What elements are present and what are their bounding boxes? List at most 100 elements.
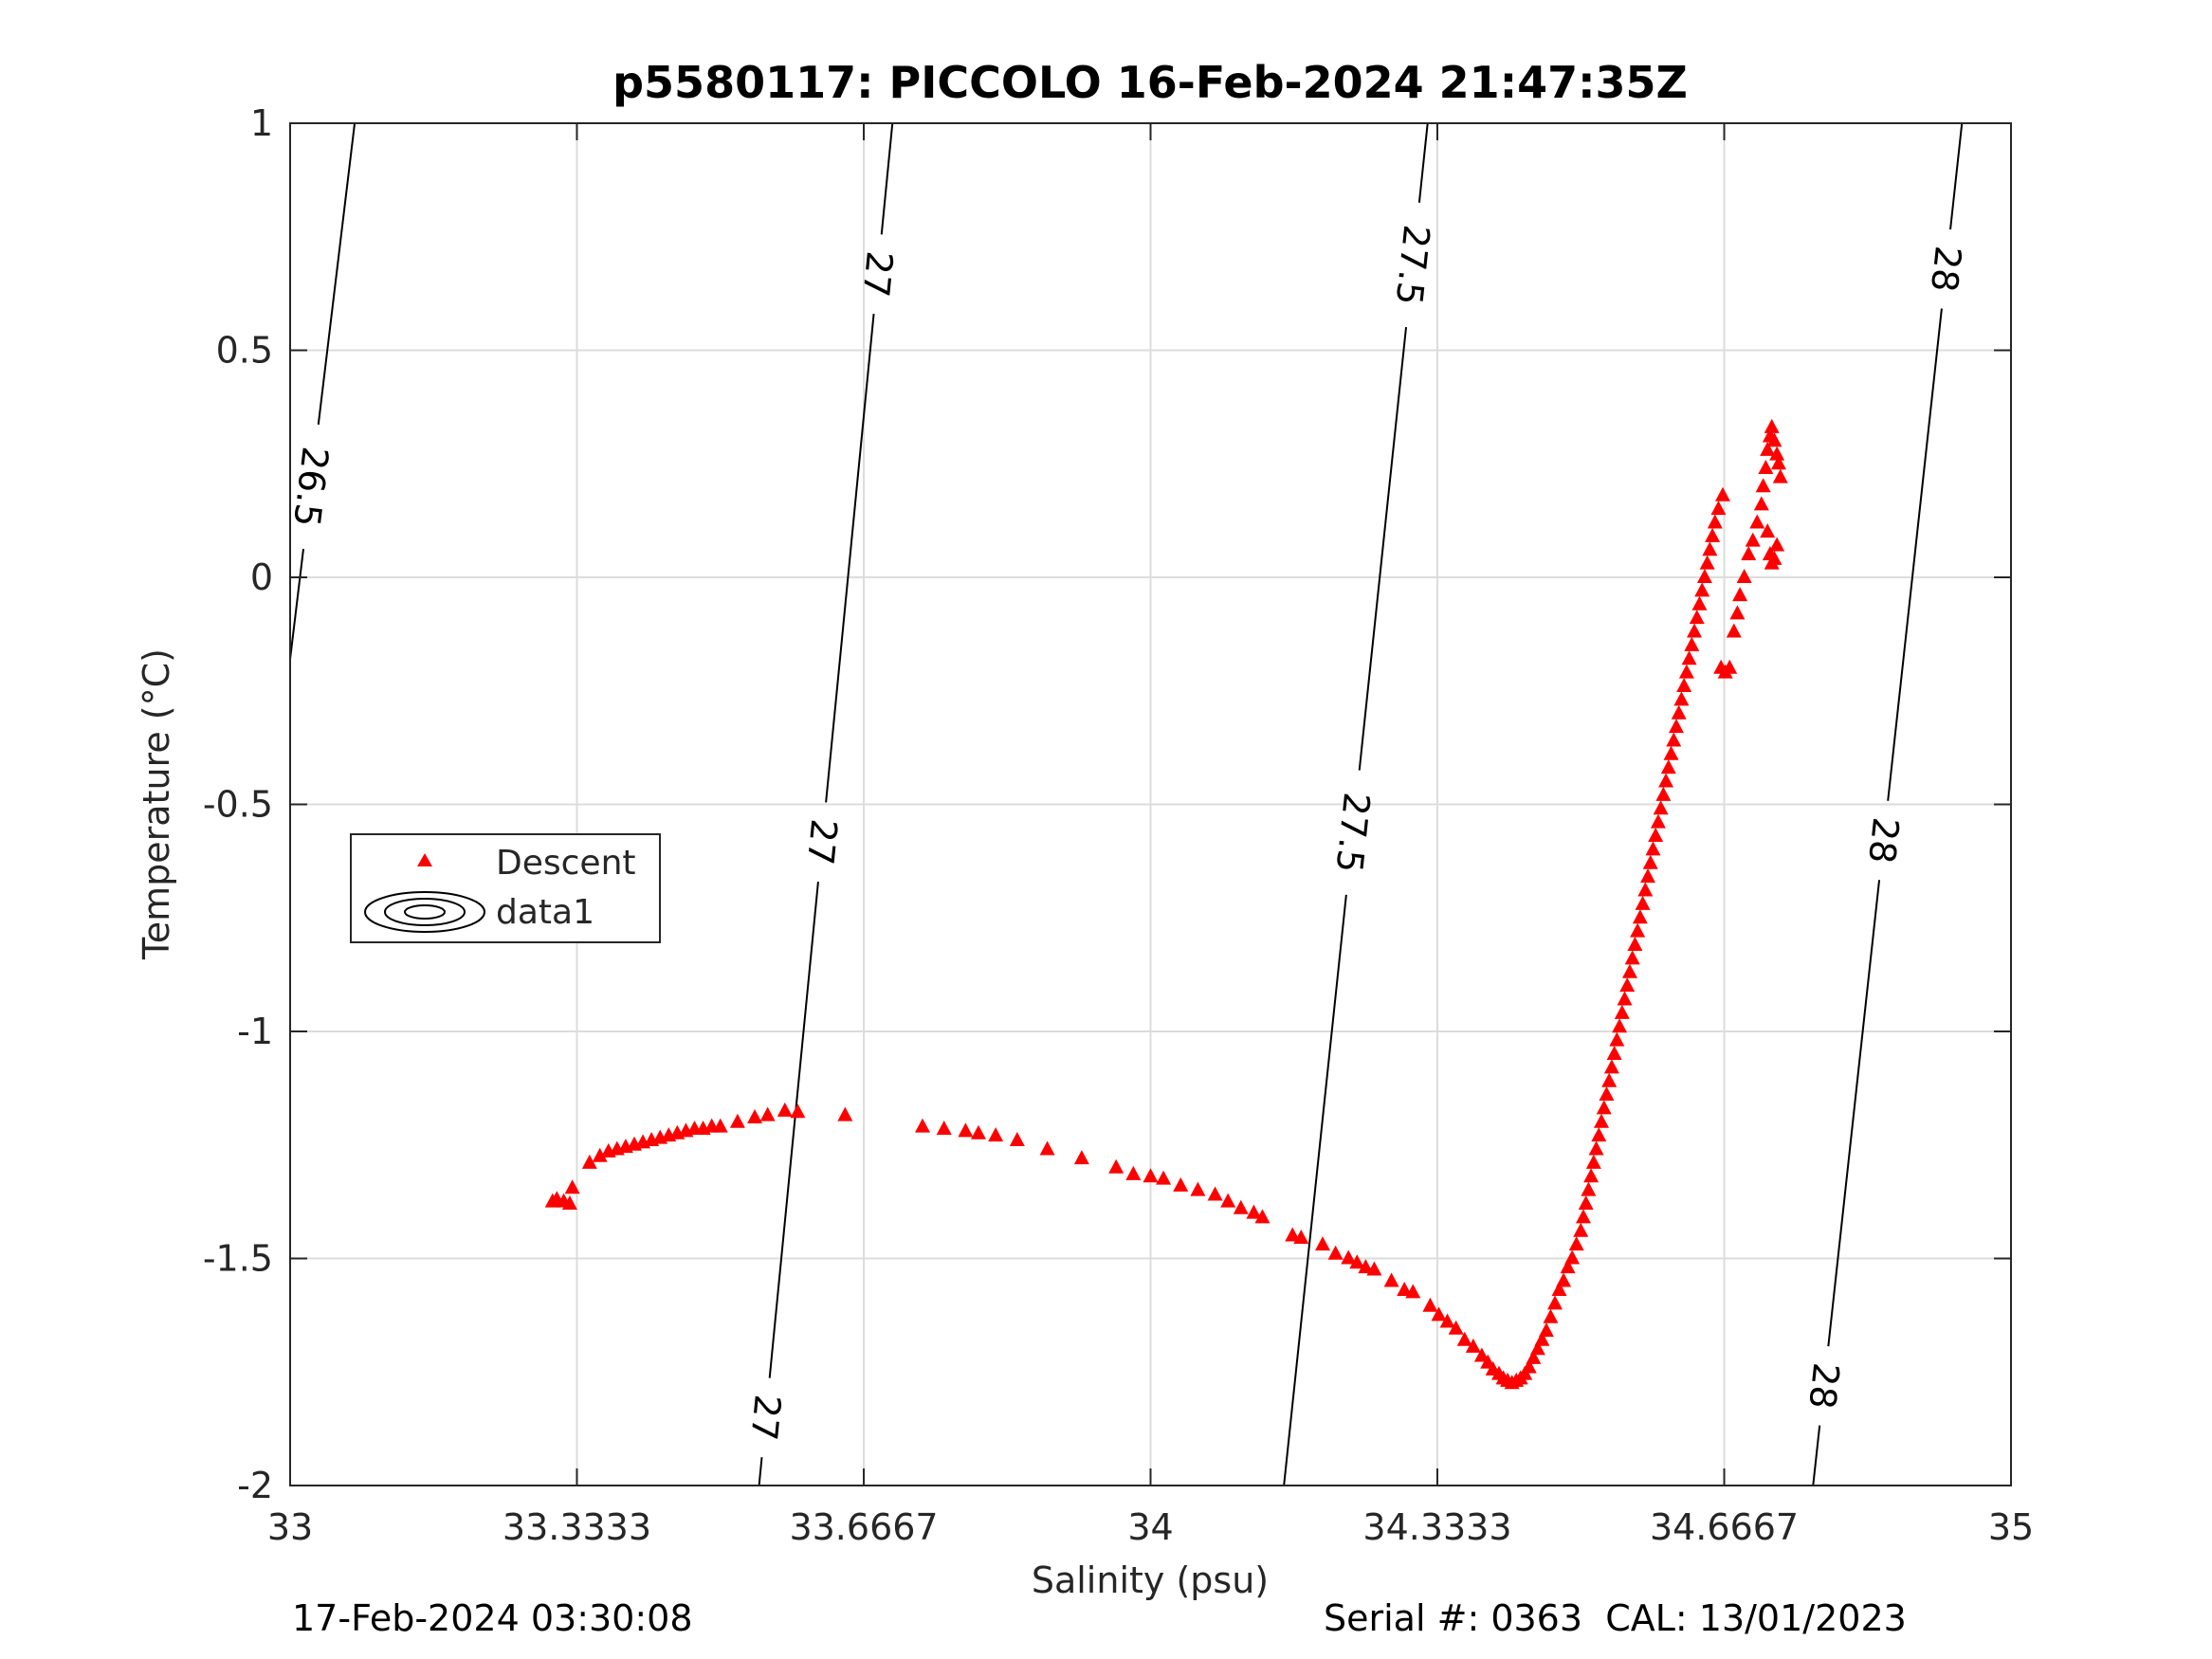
legend-box <box>350 833 661 943</box>
descent-point-102 <box>1617 991 1633 1006</box>
descent-point-145 <box>1732 587 1748 602</box>
descent-point-86 <box>1575 1209 1591 1224</box>
descent-point-5 <box>581 1154 597 1169</box>
y-tick-labels: 1 0.5 0 -0.5 -1 -1.5 -2 <box>203 102 273 1506</box>
descent-point-6 <box>592 1147 608 1162</box>
descent-point-127 <box>1681 650 1697 665</box>
contour-label-28: 28 <box>1923 244 1969 294</box>
axis-ticks <box>289 122 2012 1486</box>
descent-point-138 <box>1710 501 1727 516</box>
descent-point-105 <box>1624 950 1640 965</box>
descent-point-3 <box>561 1195 577 1211</box>
descent-point-106 <box>1627 936 1643 951</box>
descent-point-142 <box>1722 659 1738 674</box>
descent-point-107 <box>1630 922 1646 938</box>
contour-label-27.5: 27.5 <box>1388 223 1438 307</box>
descent-point-134 <box>1699 555 1715 570</box>
descent-point-126 <box>1678 664 1694 679</box>
descent-point-58 <box>1431 1306 1447 1322</box>
descent-point-88 <box>1581 1181 1597 1196</box>
legend-descent-label: Descent <box>496 844 636 883</box>
descent-point-153 <box>1760 441 1776 456</box>
descent-point-56 <box>1405 1284 1421 1299</box>
descent-point-158 <box>1770 455 1786 470</box>
descent-point-149 <box>1749 514 1765 529</box>
contour-label-28: 28 <box>1801 1360 1847 1411</box>
y-tick-label: -2 <box>237 1465 273 1506</box>
descent-point-143 <box>1726 623 1742 638</box>
contour-27-segment-1 <box>768 881 819 1378</box>
contour-27.5-segment-1 <box>1358 326 1408 771</box>
contour-label-27: 27 <box>742 1393 789 1442</box>
descent-point-31 <box>988 1127 1004 1142</box>
descent-point-33 <box>1039 1140 1055 1156</box>
descent-point-155 <box>1764 418 1780 433</box>
descent-point-115 <box>1650 813 1666 829</box>
descent-point-48 <box>1315 1236 1330 1251</box>
descent-point-121 <box>1666 732 1682 747</box>
descent-point-111 <box>1640 868 1656 884</box>
descent-point-60 <box>1448 1320 1464 1335</box>
descent-point-30 <box>971 1124 986 1139</box>
descent-point-51 <box>1349 1254 1365 1269</box>
descent-point-109 <box>1635 895 1651 910</box>
y-tick-label: 0 <box>250 556 273 598</box>
descent-point-40 <box>1190 1181 1206 1196</box>
y-axis-label: Temperature (°C) <box>136 648 177 960</box>
contour-label-27.5: 27.5 <box>1327 791 1378 875</box>
descent-point-32 <box>1009 1131 1025 1146</box>
descent-point-112 <box>1642 854 1658 869</box>
descent-point-118 <box>1658 773 1674 788</box>
footer-serial-cal: Serial #: 0363 CAL: 13/01/2023 <box>1324 1597 1907 1639</box>
descent-point-41 <box>1207 1186 1223 1201</box>
x-tick-label: 34.3333 <box>1362 1506 1511 1548</box>
descent-point-147 <box>1741 546 1757 561</box>
descent-point-89 <box>1583 1168 1600 1183</box>
descent-point-132 <box>1694 582 1710 597</box>
descent-point-29 <box>958 1122 974 1138</box>
contour-label-28: 28 <box>1860 815 1907 866</box>
descent-point-93 <box>1594 1113 1610 1128</box>
contour-28-segment-2 <box>1887 308 1943 801</box>
legend-descent-marker <box>417 853 432 866</box>
descent-point-113 <box>1645 841 1661 856</box>
x-tick-label: 33 <box>267 1506 313 1548</box>
descent-point-150 <box>1753 496 1769 511</box>
descent-point-156 <box>1766 432 1782 447</box>
contour-27.5-segment-0 <box>1283 894 1347 1486</box>
descent-point-21 <box>729 1113 745 1128</box>
descent-point-82 <box>1560 1259 1576 1274</box>
contour-28-segment-1 <box>1827 880 1881 1347</box>
descent-point-22 <box>747 1109 763 1124</box>
descent-point-73 <box>1521 1358 1537 1374</box>
descent-point-164 <box>1769 537 1785 552</box>
descent-point-53 <box>1366 1261 1382 1276</box>
descent-point-45 <box>1254 1209 1271 1224</box>
descent-point-146 <box>1736 569 1752 583</box>
descent-point-23 <box>759 1106 776 1121</box>
descent-point-137 <box>1707 514 1723 529</box>
descent-point-119 <box>1660 759 1676 775</box>
descent-point-139 <box>1714 486 1730 501</box>
descent-point-152 <box>1758 460 1774 475</box>
descent-point-103 <box>1619 977 1636 993</box>
descent-point-25 <box>790 1103 806 1119</box>
descent-point-47 <box>1293 1229 1309 1244</box>
descent-point-120 <box>1663 745 1679 760</box>
contour-27-segment-3 <box>880 122 894 235</box>
contour-label-27: 27 <box>799 817 846 866</box>
descent-point-84 <box>1568 1236 1584 1251</box>
contour-28-segment-3 <box>1949 122 1964 230</box>
y-tick-label: 0.5 <box>216 330 273 372</box>
descent-point-39 <box>1173 1176 1189 1192</box>
contour-label-27: 27 <box>854 249 901 299</box>
y-tick-label: 1 <box>250 102 273 144</box>
descent-point-91 <box>1588 1140 1604 1156</box>
descent-point-108 <box>1632 909 1648 924</box>
descent-point-101 <box>1614 1004 1630 1019</box>
descent-point-44 <box>1246 1204 1262 1219</box>
contour-28-segment-0 <box>1812 1425 1821 1486</box>
descent-point-52 <box>1358 1259 1374 1274</box>
descent-point-92 <box>1591 1127 1607 1142</box>
